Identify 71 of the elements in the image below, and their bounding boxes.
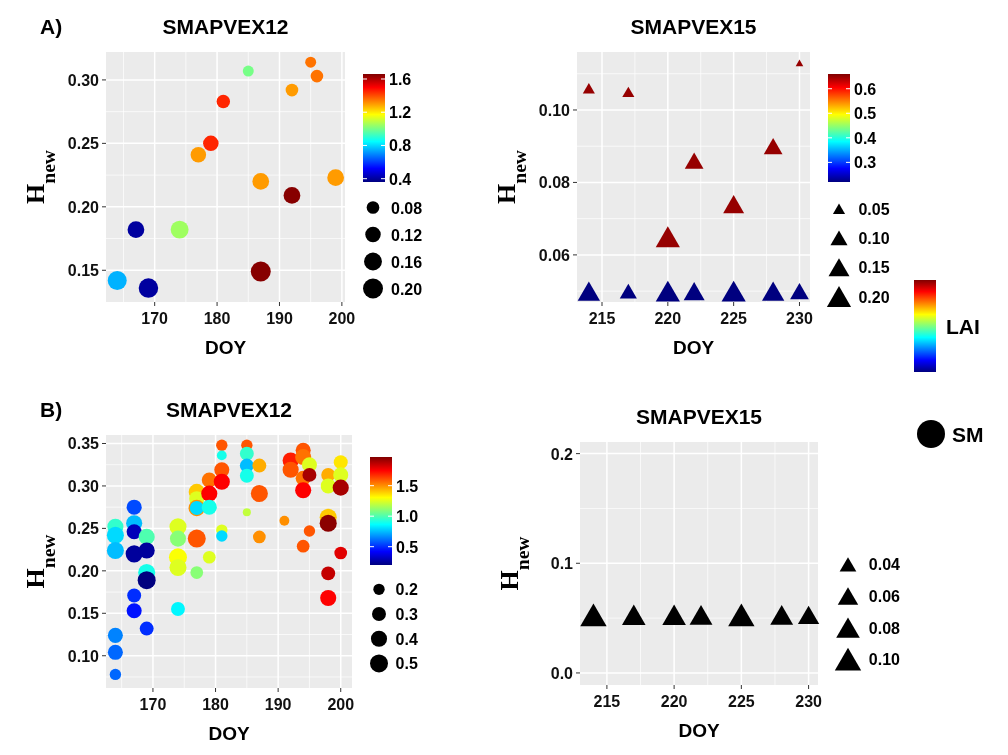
x-tick-label: 180 xyxy=(203,310,231,327)
color-bar-label: 0.4 xyxy=(854,129,877,147)
legend-label: 0.3 xyxy=(395,606,418,624)
chart-title: SMAPVEX12 xyxy=(165,398,293,421)
y-tick-label: 0.08 xyxy=(538,174,571,192)
x-tick-label: 220 xyxy=(654,310,682,327)
y-tick-label: 0.20 xyxy=(67,198,100,216)
legend-label: 0.4 xyxy=(395,630,418,648)
chart-title: SMAPVEX15 xyxy=(635,405,763,428)
x-tick-label: 230 xyxy=(795,693,823,710)
color-bar-label: 0.5 xyxy=(396,538,419,556)
y-tick-label: 0.06 xyxy=(538,246,571,264)
text: B) xyxy=(40,398,63,421)
y-tick-label: 0.35 xyxy=(67,435,100,453)
color-bar-label: 1.0 xyxy=(396,508,419,526)
legend-label: 0.20 xyxy=(858,288,890,306)
legend-label: 0.10 xyxy=(858,229,890,247)
legend-label: 0.10 xyxy=(868,651,901,669)
x-tick-label: 225 xyxy=(720,310,748,327)
y-tick-label: 0.2 xyxy=(550,445,574,463)
y-tick-label: 0.10 xyxy=(67,647,100,665)
x-tick-label: 225 xyxy=(728,693,755,710)
x-tick-label: 215 xyxy=(588,310,616,327)
y-tick-label: 0.30 xyxy=(67,477,100,495)
y-tick-label: 0.15 xyxy=(67,262,100,280)
chart-title: SMAPVEX15 xyxy=(630,15,757,38)
text: A) xyxy=(40,15,63,38)
legend-label: 0.05 xyxy=(858,200,890,218)
legend-label: 0.16 xyxy=(391,253,423,271)
legend-label: 0.20 xyxy=(391,280,423,298)
legend-label: 0.2 xyxy=(395,581,418,599)
x-tick-label: 190 xyxy=(264,696,292,713)
y-tick-label: 0.30 xyxy=(67,71,100,89)
x-tick-label: 200 xyxy=(328,310,356,327)
color-bar-label: 0.6 xyxy=(854,80,877,98)
x-axis-title: DOY xyxy=(204,337,247,358)
color-bar-label: 0.3 xyxy=(854,154,877,172)
x-tick-label: 200 xyxy=(327,696,355,713)
x-axis-title: DOY xyxy=(678,720,720,741)
y-tick-label: 0.15 xyxy=(67,605,100,623)
x-tick-label: 180 xyxy=(202,696,229,713)
x-tick-label: 220 xyxy=(660,693,688,710)
x-tick-label: 170 xyxy=(141,310,169,327)
chart-title: SMAPVEX12 xyxy=(162,15,289,38)
x-axis-title: DOY xyxy=(208,723,250,744)
x-tick-label: 170 xyxy=(139,696,167,713)
legend-label: 0.15 xyxy=(858,259,890,277)
color-bar-label: 0.5 xyxy=(854,105,877,123)
legend-label: 0.06 xyxy=(868,588,901,605)
x-tick-label: 230 xyxy=(786,310,813,327)
y-tick-label: 0.20 xyxy=(67,562,100,580)
legend-label: 0.08 xyxy=(391,199,423,217)
legend-label: 0.04 xyxy=(868,556,901,574)
x-tick-label: 215 xyxy=(593,693,621,710)
y-tick-label: 0.25 xyxy=(67,520,100,538)
y-tick-label: 0.10 xyxy=(538,101,571,119)
x-axis-title: DOY xyxy=(672,337,715,358)
color-bar-label: 1.5 xyxy=(396,477,419,495)
legend-label: 0.08 xyxy=(868,619,901,637)
legend-label: 0.12 xyxy=(391,226,423,244)
color-bar-label: 1.6 xyxy=(389,70,412,88)
color-bar-label: 1.2 xyxy=(389,104,412,122)
text: LAI xyxy=(946,315,980,338)
legend-label: 0.5 xyxy=(395,655,418,673)
color-bar-label: 0.4 xyxy=(389,170,412,188)
text: SM xyxy=(952,423,984,446)
color-bar-label: 0.8 xyxy=(389,137,412,155)
y-tick-label: 0.0 xyxy=(550,664,574,682)
y-tick-label: 0.1 xyxy=(550,555,574,573)
x-tick-label: 190 xyxy=(266,310,293,327)
y-tick-label: 0.25 xyxy=(67,135,100,153)
